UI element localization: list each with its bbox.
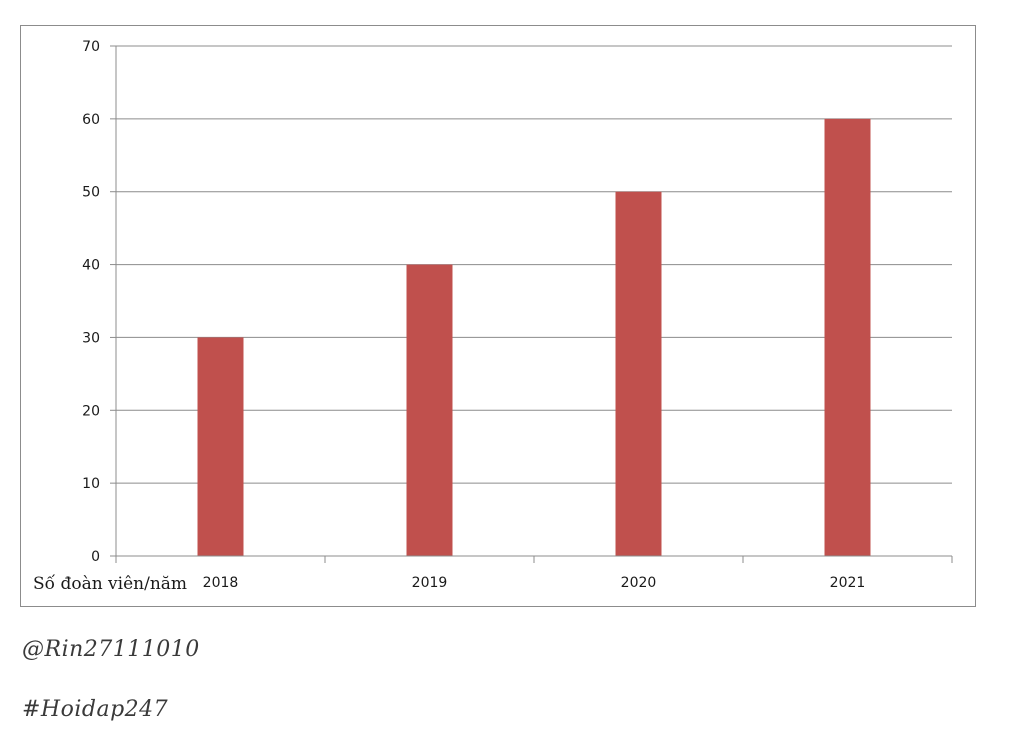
x-axis-title: Số đoàn viên/năm [33,574,187,594]
watermark-tag: #Hoidap247 [22,697,169,722]
y-tick-label: 40 [82,258,100,274]
y-tick-label: 0 [91,549,100,565]
x-tick-label: 2021 [830,575,866,591]
bar-2019 [406,264,453,556]
bars [197,118,871,556]
x-tick-label: 2020 [621,575,657,591]
y-tick-label: 30 [82,330,100,346]
gridlines [116,45,952,484]
bar-2018 [197,337,244,556]
y-tick-label: 60 [82,112,100,128]
x-tick-label: 2018 [203,575,239,591]
y-tick-label: 10 [82,476,100,492]
y-tick-label: 50 [82,185,100,201]
y-tick-label: 70 [82,39,100,55]
bar-2020 [615,191,662,556]
axes [110,45,953,563]
tick-labels: 0 10 20 30 40 50 60 70 2018 2019 2020 2021 [82,39,865,591]
chart-frame [20,25,976,607]
y-tick-label: 20 [82,403,100,419]
x-tick-label: 2019 [412,575,448,591]
bar-2021 [824,118,871,556]
watermark-handle: @Rin27111010 [22,637,200,662]
